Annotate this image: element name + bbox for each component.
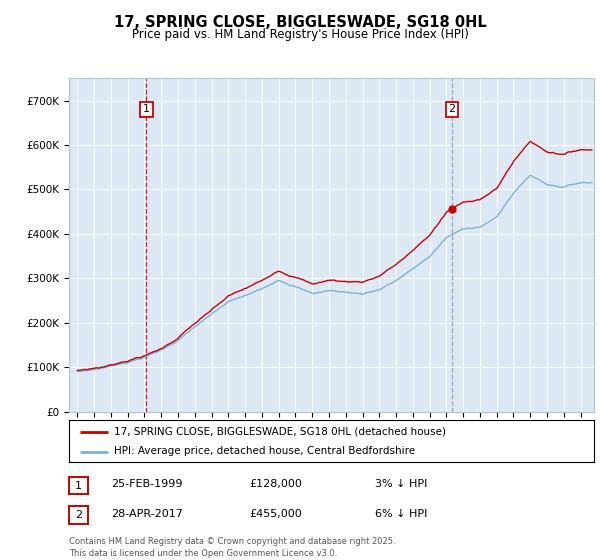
Text: 1: 1	[143, 105, 150, 114]
Text: 17, SPRING CLOSE, BIGGLESWADE, SG18 0HL: 17, SPRING CLOSE, BIGGLESWADE, SG18 0HL	[113, 15, 487, 30]
Text: 1: 1	[75, 480, 82, 491]
Text: 17, SPRING CLOSE, BIGGLESWADE, SG18 0HL (detached house): 17, SPRING CLOSE, BIGGLESWADE, SG18 0HL …	[113, 427, 446, 437]
Text: 2: 2	[448, 105, 455, 114]
Text: 3% ↓ HPI: 3% ↓ HPI	[375, 479, 427, 489]
Text: 25-FEB-1999: 25-FEB-1999	[111, 479, 182, 489]
Text: Contains HM Land Registry data © Crown copyright and database right 2025.
This d: Contains HM Land Registry data © Crown c…	[69, 537, 395, 558]
Text: 2: 2	[75, 510, 82, 520]
Text: £455,000: £455,000	[249, 509, 302, 519]
Text: Price paid vs. HM Land Registry's House Price Index (HPI): Price paid vs. HM Land Registry's House …	[131, 28, 469, 41]
Text: 6% ↓ HPI: 6% ↓ HPI	[375, 509, 427, 519]
Text: 28-APR-2017: 28-APR-2017	[111, 509, 183, 519]
Text: £128,000: £128,000	[249, 479, 302, 489]
Text: HPI: Average price, detached house, Central Bedfordshire: HPI: Average price, detached house, Cent…	[113, 446, 415, 456]
